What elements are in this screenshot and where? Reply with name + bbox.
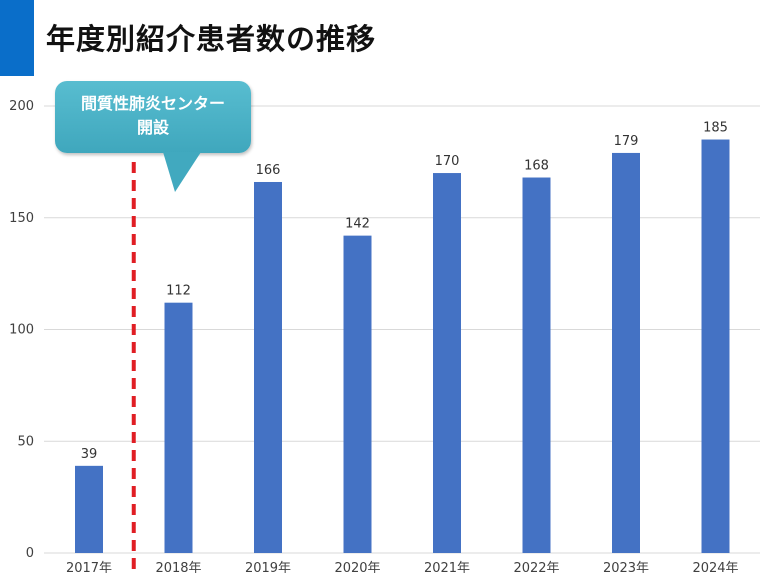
- x-tick-label: 2019年: [245, 561, 291, 573]
- data-label: 179: [614, 134, 639, 149]
- data-label: 142: [345, 217, 370, 232]
- y-tick-label: 100: [9, 323, 34, 338]
- bar: [522, 177, 551, 553]
- data-label: 185: [703, 121, 728, 136]
- x-tick-label: 2017年: [66, 561, 112, 573]
- data-label: 166: [256, 163, 281, 178]
- bar: [343, 235, 372, 553]
- page-title: 年度別紹介患者数の推移: [46, 22, 377, 56]
- y-tick-label: 150: [9, 211, 34, 226]
- x-tick-label: 2021年: [424, 561, 470, 573]
- data-label: 112: [166, 284, 191, 299]
- y-tick-label: 0: [26, 546, 34, 561]
- data-label: 170: [435, 154, 460, 169]
- title-accent-bar: [0, 0, 34, 76]
- x-tick-label: 2018年: [155, 561, 201, 573]
- data-label: 168: [524, 159, 549, 174]
- callout-line-1: 間質性肺炎センター: [80, 94, 225, 113]
- center-opening-callout: 間質性肺炎センター 開設: [55, 81, 251, 153]
- bar: [701, 139, 730, 553]
- bar: [254, 181, 282, 554]
- bar: [612, 152, 640, 553]
- x-tick-label: 2020年: [334, 561, 380, 573]
- y-tick-label: 200: [9, 99, 34, 114]
- x-tick-label: 2022年: [513, 561, 559, 573]
- bar: [75, 465, 103, 553]
- y-tick-label: 50: [17, 434, 34, 449]
- x-tick-label: 2023年: [603, 561, 649, 573]
- data-label: 39: [81, 447, 98, 462]
- bar: [164, 302, 193, 553]
- callout-pointer: [163, 152, 201, 192]
- bar: [433, 173, 461, 554]
- callout-line-2: 開設: [136, 118, 169, 137]
- x-tick-label: 2024年: [692, 561, 738, 573]
